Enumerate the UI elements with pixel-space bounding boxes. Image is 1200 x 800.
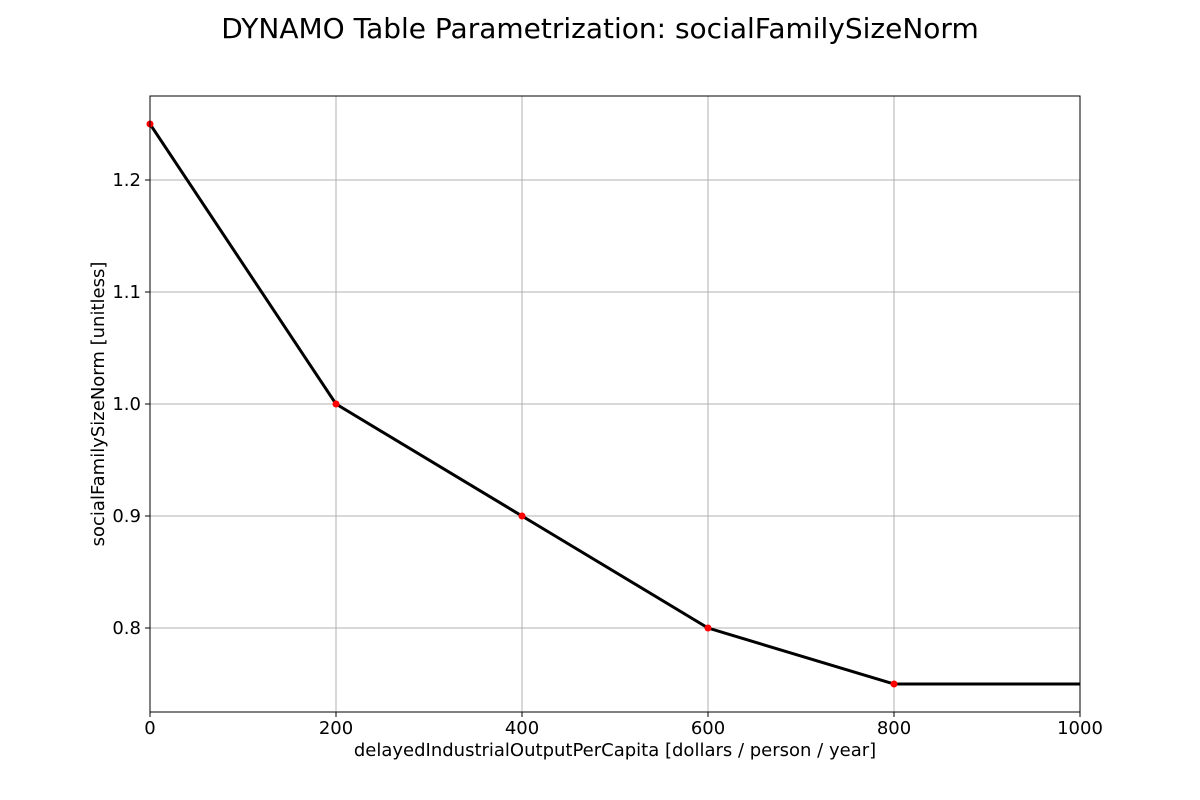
y-tick-label: 1.2 — [112, 170, 141, 191]
x-tick-label: 200 — [319, 718, 353, 739]
y-tick-label: 0.9 — [112, 506, 141, 527]
series-line — [148, 123, 1080, 686]
data-point-marker — [518, 512, 526, 520]
x-tick-label: 0 — [144, 718, 155, 739]
marker-layer — [146, 120, 898, 688]
x-tick-label: 800 — [877, 718, 911, 739]
x-axis-label: delayedIndustrialOutputPerCapita [dollar… — [354, 740, 876, 761]
y-tick-label: 0.8 — [112, 618, 141, 639]
y-tick-label: 1.1 — [112, 282, 141, 303]
x-tick-label: 600 — [691, 718, 725, 739]
x-tick-label: 1000 — [1057, 718, 1103, 739]
data-point-marker — [704, 624, 712, 632]
y-axis-label: socialFamilySizeNorm [unitless] — [88, 262, 109, 547]
chart-title: DYNAMO Table Parametrization: socialFami… — [221, 12, 978, 45]
grid — [149, 96, 1081, 712]
x-tick-label: 400 — [505, 718, 539, 739]
data-point-marker — [890, 680, 898, 688]
y-axis-ticks: 0.8 0.9 1.0 1.1 1.2 — [112, 170, 150, 639]
x-axis-ticks: 0 200 400 600 800 1000 — [144, 712, 1103, 739]
y-tick-label: 1.0 — [112, 394, 141, 415]
series-layer — [148, 123, 1080, 686]
data-point-marker — [332, 400, 340, 408]
